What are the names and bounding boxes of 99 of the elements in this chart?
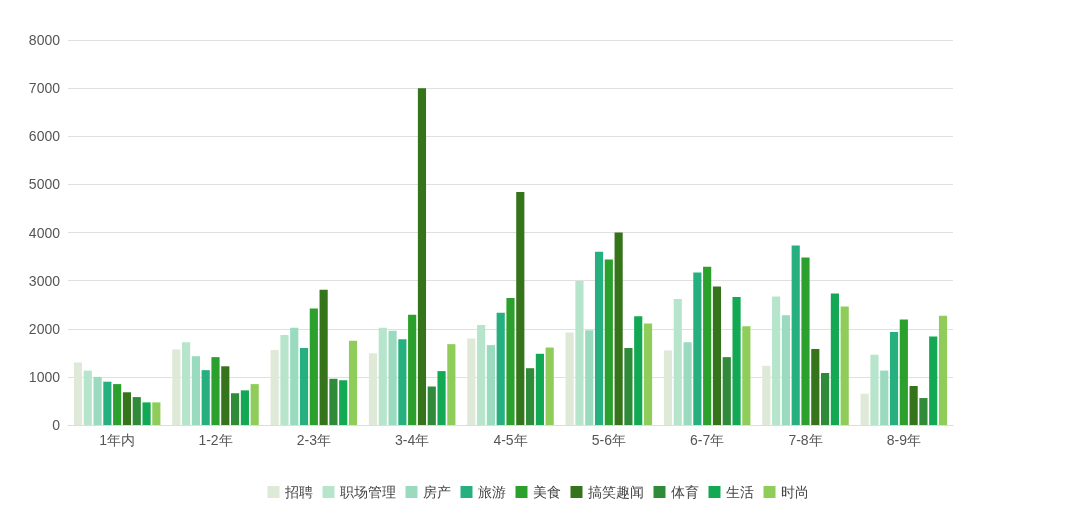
bar <box>703 266 712 425</box>
bar <box>781 315 790 425</box>
bar <box>348 340 358 425</box>
bar <box>290 327 299 425</box>
x-tick-label: 6-7年 <box>690 432 725 448</box>
x-tick-label: 1年内 <box>99 432 136 448</box>
y-tick-label: 8000 <box>28 32 61 48</box>
bar <box>938 315 948 425</box>
x-tick-label: 5-6年 <box>591 432 626 448</box>
legend-label: 房产 <box>422 484 451 500</box>
y-tick-label: 5000 <box>28 176 61 193</box>
x-tick-label: 1-2年 <box>198 432 233 448</box>
bar <box>712 286 722 425</box>
bar <box>880 370 889 425</box>
legend-label: 体育 <box>670 484 699 500</box>
y-tick-label: 6000 <box>28 128 61 145</box>
bar <box>870 354 879 425</box>
y-tick-label: 4000 <box>28 224 61 241</box>
y-tick-label: 2000 <box>28 320 61 337</box>
bar <box>113 384 122 425</box>
bar <box>929 336 938 425</box>
bar <box>329 378 338 425</box>
bar <box>408 314 417 425</box>
bar <box>811 348 820 425</box>
y-tick-label: 1000 <box>28 368 61 385</box>
bar <box>142 402 151 425</box>
bar <box>732 296 741 425</box>
bar <box>447 344 456 425</box>
bar <box>575 281 584 425</box>
bar <box>221 366 230 425</box>
bar <box>545 347 554 425</box>
bar <box>83 370 92 425</box>
bar <box>594 251 604 425</box>
bar <box>486 345 495 425</box>
bar <box>791 245 800 425</box>
bar <box>506 297 515 425</box>
bar <box>693 272 702 425</box>
bar <box>683 342 692 425</box>
bar <box>398 339 407 425</box>
bar <box>211 357 220 425</box>
bar <box>801 257 810 425</box>
bar <box>742 326 751 425</box>
bar <box>673 298 682 425</box>
bar <box>122 392 132 425</box>
bar <box>280 335 289 425</box>
bar <box>526 368 535 425</box>
bar <box>339 380 348 425</box>
y-tick-label: 0 <box>52 417 61 433</box>
bar <box>231 393 240 425</box>
bar <box>93 376 102 425</box>
bar <box>516 192 525 425</box>
bar <box>909 386 918 425</box>
x-tick-label: 2-3年 <box>296 432 331 448</box>
bar <box>240 390 249 425</box>
bar <box>496 312 505 425</box>
legend-label: 职场管理 <box>339 484 396 500</box>
x-tick-label: 8-9年 <box>886 432 921 448</box>
y-tick-label: 7000 <box>28 80 61 97</box>
legend-label: 时尚 <box>780 484 809 500</box>
bar <box>585 330 594 425</box>
bar <box>919 398 928 425</box>
x-tick-label: 3-4年 <box>395 432 430 448</box>
bar <box>614 232 623 425</box>
bar <box>772 296 781 425</box>
bar <box>103 381 112 425</box>
bar <box>437 371 446 425</box>
bar <box>830 293 839 425</box>
bar <box>132 397 141 425</box>
bar <box>378 327 387 425</box>
bar <box>643 323 653 425</box>
legend-label: 旅游 <box>477 484 506 500</box>
bar <box>604 259 613 425</box>
legend-label: 招聘 <box>283 484 313 500</box>
bar <box>309 308 318 425</box>
x-tick-label: 7-8年 <box>788 432 823 448</box>
bar <box>477 324 486 425</box>
bar <box>535 353 544 425</box>
bar <box>299 348 309 425</box>
bar <box>201 370 210 425</box>
bar <box>182 342 191 425</box>
bar <box>634 316 643 425</box>
x-tick-label: 4-5年 <box>493 432 528 448</box>
bar <box>319 289 328 425</box>
legend-label: 美食 <box>532 484 561 500</box>
legend-label: 生活 <box>725 484 754 500</box>
bar <box>388 330 397 425</box>
bar <box>191 356 200 425</box>
bar <box>152 402 161 425</box>
bar <box>417 88 427 425</box>
bar <box>624 348 633 425</box>
y-tick-label: 3000 <box>28 272 61 289</box>
legend-label: 搞笑趣闻 <box>587 484 644 500</box>
bar <box>889 332 899 425</box>
bar <box>250 384 259 425</box>
bar <box>722 357 731 425</box>
bar <box>427 386 436 425</box>
bar <box>821 373 830 425</box>
bar <box>899 319 908 425</box>
bar <box>840 306 849 425</box>
